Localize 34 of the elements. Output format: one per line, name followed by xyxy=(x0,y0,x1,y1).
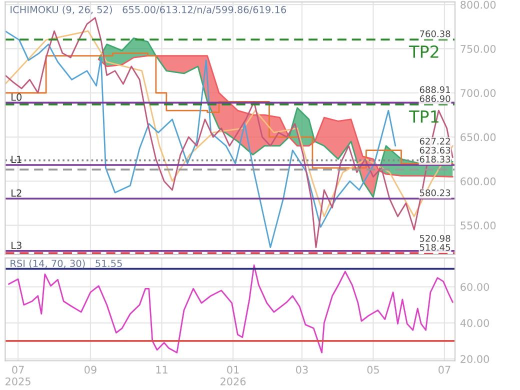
line-series xyxy=(5,30,454,218)
chart-title: ICHIMOKU (9, 26, 52) 655.00/613.12/n/a/599.86/619.16 xyxy=(10,6,286,14)
annotation: 623.63 xyxy=(420,146,450,154)
x-tick-label: 11 xyxy=(156,366,168,374)
annotation: 760.38 xyxy=(420,30,450,38)
y-tick-label: 750.00 xyxy=(460,44,496,53)
y-tick-label: 20.00 xyxy=(460,355,489,364)
x-tick-label: 01 2026 xyxy=(220,366,246,386)
annotation: 618.33 xyxy=(420,156,450,163)
x-tick-label: 05 xyxy=(367,366,379,374)
annotation: 520.98 xyxy=(420,234,450,242)
annotation: 580.23 xyxy=(420,189,450,196)
y-tick-label: 550.00 xyxy=(460,222,496,230)
x-tick-label: 09 xyxy=(84,366,96,374)
y-tick-label: 700.00 xyxy=(460,89,496,97)
x-tick-label: 03 xyxy=(296,366,308,374)
annotation: 686.90 xyxy=(420,95,450,102)
ref-line-label: TP2 xyxy=(409,45,438,58)
y-tick-label: 40.00 xyxy=(460,319,489,327)
annotation: 627.22 xyxy=(420,138,450,145)
ref-line-label: L3 xyxy=(12,242,22,250)
ref-line-label: L2 xyxy=(12,189,22,197)
y-tick-label: 650.00 xyxy=(460,133,496,142)
x-tick-label: 07 2025 xyxy=(6,366,30,386)
x-tick-label: 07 xyxy=(438,366,450,374)
chart-title: RSI (14, 70, 30) 51.55 xyxy=(10,260,122,268)
annotation: 518.45 xyxy=(420,244,450,251)
ref-line-label: L1 xyxy=(12,156,22,163)
line-series xyxy=(5,30,396,248)
y-tick-label: 600.00 xyxy=(460,177,496,186)
y-tick-label: 800.00 xyxy=(460,0,496,9)
ref-line-label: L0 xyxy=(12,93,22,101)
y-tick-label: 60.00 xyxy=(460,283,489,291)
annotation: 688.91 xyxy=(420,86,450,94)
